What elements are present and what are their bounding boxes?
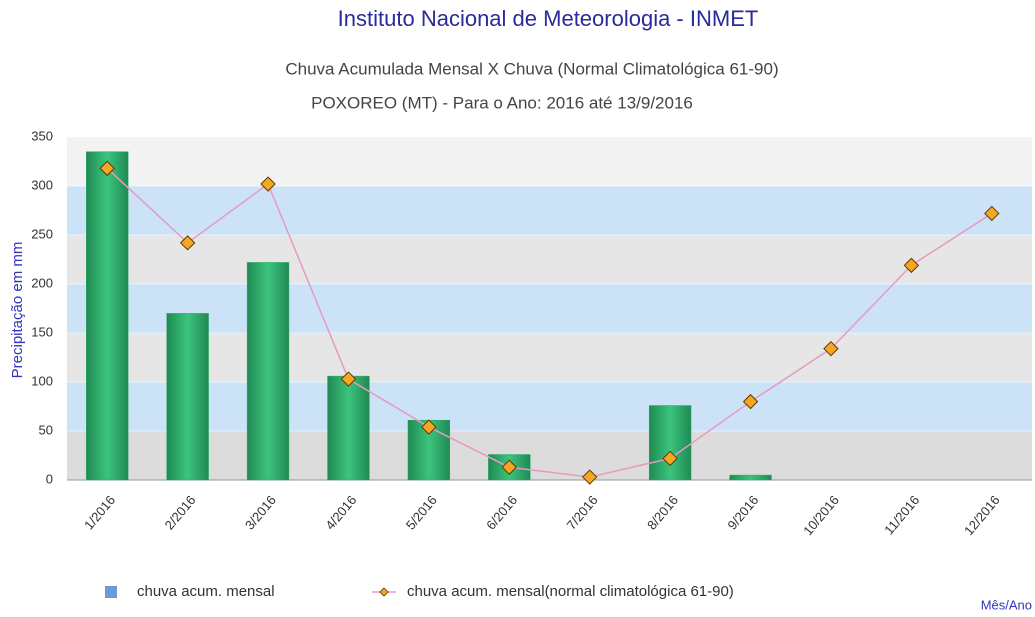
plot-band	[67, 235, 1032, 284]
chart-title: Instituto Nacional de Meteorologia - INM…	[338, 6, 759, 31]
line-marker	[179, 235, 196, 251]
line-marker	[99, 160, 115, 177]
line-marker	[260, 176, 276, 192]
x-axis-title: Mês/Ano	[981, 597, 1032, 612]
y-tick-label: 50	[39, 422, 53, 437]
x-tick-label: 9/2016	[724, 492, 761, 532]
line-marker	[662, 450, 678, 467]
bar	[86, 151, 129, 481]
plot-band	[67, 137, 1032, 186]
line	[106, 167, 993, 478]
x-tick-label: 8/2016	[644, 492, 681, 532]
y-tick-label: 100	[31, 373, 53, 388]
chart-subtitle: POXOREO (MT) - Para o Ano: 2016 até 13/9…	[311, 93, 693, 112]
x-tick-label: 12/2016	[961, 492, 1003, 538]
y-tick-label: 200	[31, 275, 53, 290]
line-marker	[340, 371, 357, 387]
x-tick-label: 4/2016	[322, 492, 359, 532]
bar	[246, 262, 290, 481]
y-tick-label: 300	[31, 177, 53, 192]
line-marker	[823, 340, 839, 357]
y-axis-title: Precipitação em mm	[9, 242, 26, 379]
legend-marker	[379, 587, 389, 597]
plot-band	[67, 284, 1032, 333]
line-marker	[582, 469, 598, 485]
plot-band	[67, 382, 1032, 431]
x-tick-label: 7/2016	[564, 492, 601, 532]
chart-subtitle: Chuva Acumulada Mensal X Chuva (Normal C…	[285, 59, 778, 78]
x-tick-label: 10/2016	[800, 492, 842, 538]
line-marker	[421, 419, 437, 435]
x-tick-label: 1/2016	[81, 492, 118, 532]
bar	[648, 405, 692, 481]
bar	[729, 474, 772, 481]
x-tick-label: 5/2016	[403, 492, 440, 532]
x-tick-label: 6/2016	[483, 492, 520, 532]
line-marker	[742, 393, 759, 410]
y-tick-label: 0	[46, 471, 53, 486]
line-marker	[984, 205, 1000, 222]
y-tick-label: 250	[31, 226, 53, 241]
x-tick-label: 2/2016	[162, 492, 199, 532]
line-marker	[903, 257, 920, 274]
bar	[327, 375, 370, 481]
legend-swatch	[105, 586, 117, 598]
line-marker	[501, 459, 517, 475]
y-tick-label: 150	[31, 324, 53, 339]
legend-label: chuva acum. mensal(normal climatológica …	[407, 583, 734, 600]
y-tick-label: 350	[31, 128, 53, 143]
x-tick-label: 3/2016	[242, 492, 279, 532]
plot-band	[67, 333, 1032, 382]
legend-label: chuva acum. mensal	[137, 583, 275, 600]
bar	[166, 313, 209, 481]
plot-band	[67, 186, 1032, 235]
x-tick-label: 11/2016	[881, 492, 922, 537]
